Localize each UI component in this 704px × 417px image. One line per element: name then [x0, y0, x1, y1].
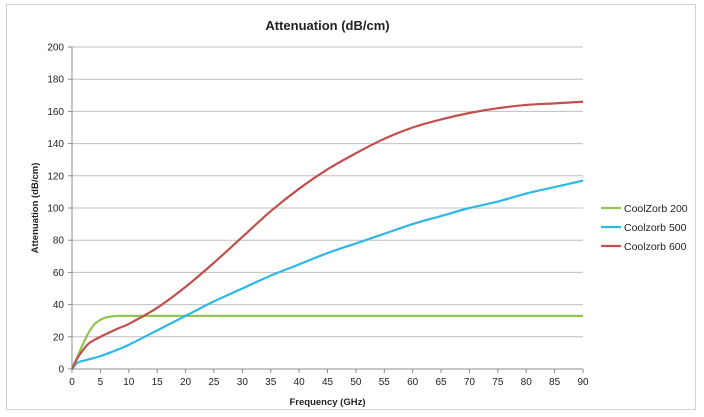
- x-tick-label: 80: [521, 377, 533, 388]
- y-axis-label: Attenuation (dB/cm): [30, 163, 41, 254]
- x-tick-label: 85: [549, 377, 561, 388]
- chart-frame: [6, 4, 696, 410]
- x-tick-label: 35: [265, 377, 277, 388]
- y-tick-label: 80: [53, 236, 65, 247]
- y-tick-label: 20: [53, 332, 65, 343]
- series-line-coolzorb-200: [70, 314, 583, 370]
- y-tick-label: 180: [47, 75, 64, 86]
- y-tick-label: 40: [53, 300, 65, 311]
- x-tick-label: 30: [237, 377, 249, 388]
- y-tick-label: 60: [53, 268, 65, 279]
- x-tick-label: 60: [407, 377, 419, 388]
- x-tick-label: 90: [577, 377, 589, 388]
- y-tick-label: 200: [47, 43, 64, 54]
- y-tick-label: 140: [47, 139, 64, 150]
- legend: CoolZorb 200 Coolzorb 500 Coolzorb 600: [601, 203, 688, 253]
- y-tick-label: 160: [47, 107, 64, 118]
- legend-label-coolzorb-200: CoolZorb 200: [624, 203, 688, 215]
- x-tick-label: 40: [294, 377, 306, 388]
- x-tick-labels: 0 5 10 15 20 25 30 35 40 45 50 55 60 65 70 75 80 85 90: [69, 369, 589, 388]
- x-tick-label: 65: [435, 377, 447, 388]
- x-tick-label: 15: [152, 377, 164, 388]
- x-tick-label: 70: [464, 377, 476, 388]
- series-line-coolzorb-500: [71, 179, 584, 370]
- x-tick-label: 55: [379, 377, 391, 388]
- x-tick-label: 5: [98, 377, 104, 388]
- y-tick-label: 0: [58, 365, 64, 376]
- series-lines: [70, 100, 584, 370]
- x-tick-label: 25: [208, 377, 220, 388]
- gridlines: [68, 46, 583, 370]
- x-axis-label: Frequency (GHz): [289, 397, 365, 408]
- y-tick-label: 120: [47, 171, 64, 182]
- chart-title: Attenuation (dB/cm): [265, 18, 389, 33]
- x-tick-label: 20: [180, 377, 192, 388]
- series-line-coolzorb-600: [71, 100, 584, 370]
- y-tick-label: 100: [47, 204, 64, 215]
- x-tick-label: 50: [350, 377, 362, 388]
- x-tick-label: 45: [322, 377, 334, 388]
- legend-label-coolzorb-500: Coolzorb 500: [624, 222, 687, 234]
- x-tick-label: 75: [492, 377, 504, 388]
- legend-label-coolzorb-600: Coolzorb 600: [624, 241, 687, 253]
- x-tick-label: 0: [69, 377, 75, 388]
- x-tick-label: 10: [123, 377, 135, 388]
- y-tick-labels: 0 20 40 60 80 100 120 140 160 180 200: [47, 43, 64, 376]
